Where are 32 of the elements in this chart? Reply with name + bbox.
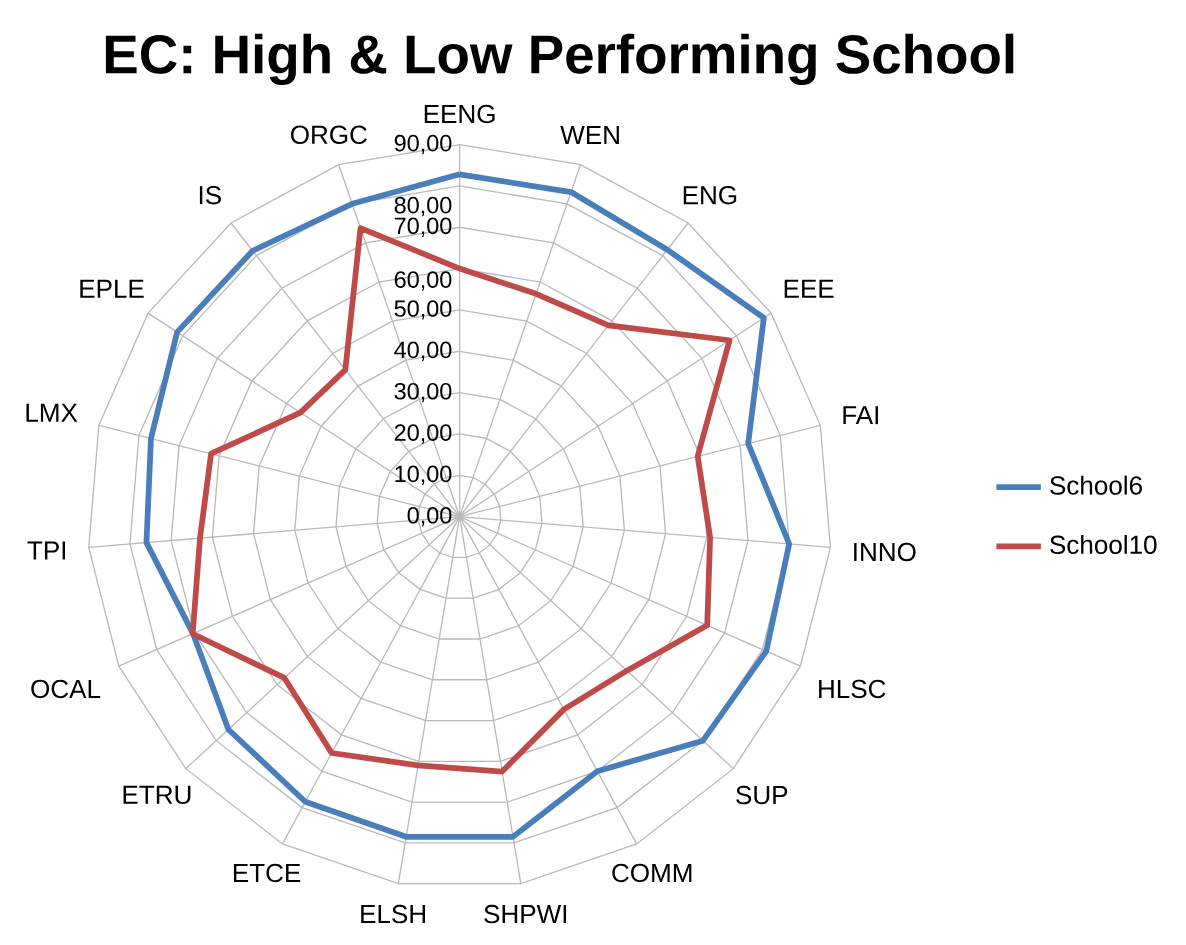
- spoke-label: FAI: [843, 406, 878, 425]
- legend-label: School6: [1050, 475, 1142, 495]
- spoke-label: SUP: [736, 785, 788, 805]
- spoke-label: LMX: [26, 403, 78, 422]
- y-tick-label: 0,00: [407, 506, 452, 527]
- spoke-label: OCAL: [31, 679, 101, 699]
- spoke-label: ELSH: [361, 904, 426, 924]
- y-tick-label: 90,00: [394, 134, 452, 155]
- spoke-label: ORGC: [290, 125, 367, 144]
- y-tick-label: 50,00: [394, 300, 452, 320]
- spoke-label: IS: [199, 185, 221, 205]
- spoke-label: ENG: [683, 185, 737, 205]
- spoke-label: SHPWI: [484, 904, 567, 924]
- spoke-label: EEE: [784, 279, 834, 298]
- spoke-label: EENG: [424, 104, 495, 124]
- chart-title: EC: High & Low Performing School: [105, 33, 1014, 85]
- y-tick-label: 60,00: [394, 271, 452, 291]
- y-tick-label: 10,00: [395, 465, 452, 485]
- y-tick-label: 70,00: [394, 217, 452, 237]
- spoke-label: HLSC: [819, 679, 886, 699]
- spoke-label: COMM: [612, 863, 692, 883]
- legend-label: School10: [1050, 534, 1157, 554]
- spoke-label: INNO: [854, 542, 916, 562]
- spoke-label: WEN: [560, 126, 619, 144]
- spoke-label: ETRU: [123, 785, 191, 804]
- y-tick-label: 30,00: [394, 382, 452, 403]
- spoke-label: TPI: [27, 541, 66, 560]
- y-tick-label: 40,00: [394, 341, 452, 361]
- y-tick-label: 80,00: [394, 196, 452, 217]
- spoke-label: EPLE: [80, 279, 144, 298]
- spoke-label: ETCE: [233, 863, 301, 883]
- y-tick-label: 20,00: [394, 424, 452, 444]
